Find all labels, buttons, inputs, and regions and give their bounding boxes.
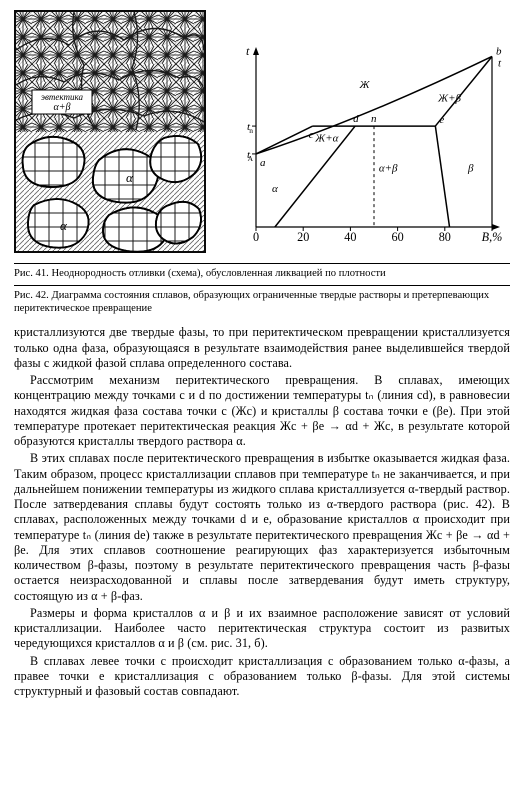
svg-text:α+β: α+β: [54, 102, 71, 113]
fig41-svg: эвтектика α+β: [14, 10, 206, 253]
svg-text:d: d: [353, 113, 359, 125]
svg-text:t: t: [498, 57, 502, 69]
svg-text:B,%: B,%: [482, 230, 502, 244]
fig41-caption-text: Неоднородность отливки (схема), обусловл…: [51, 268, 385, 279]
figure-row: эвтектика α+β: [14, 10, 510, 257]
svg-text:Ж+β: Ж+β: [437, 93, 461, 105]
svg-text:80: 80: [439, 230, 451, 244]
fig42-caption-lead: Рис. 42.: [14, 290, 49, 301]
svg-text:a: a: [260, 157, 266, 169]
svg-text:β: β: [467, 162, 474, 174]
svg-text:n: n: [249, 126, 253, 135]
rule-top: [14, 263, 510, 264]
para-3: Размеры и форма кристаллов α и β и их вз…: [14, 606, 510, 652]
para-2: В этих сплавах после перитектического пр…: [14, 451, 510, 604]
svg-text:e: e: [439, 114, 444, 126]
svg-text:n: n: [371, 113, 377, 125]
fig41-alpha-label: α: [126, 170, 134, 185]
fig41-caption: Рис. 41. Неоднородность отливки (схема),…: [14, 268, 510, 281]
rule-mid: [14, 285, 510, 286]
svg-text:A: A: [248, 154, 254, 163]
svg-text:0: 0: [253, 230, 259, 244]
svg-text:b: b: [496, 45, 502, 57]
fig42-caption-text: Диаграмма состояния сплавов, образующих …: [14, 290, 489, 314]
para-4: В сплавах левее точки c происходит крист…: [14, 654, 510, 700]
fig42-caption: Рис. 42. Диаграмма состояния сплавов, об…: [14, 290, 510, 315]
page: эвтектика α+β: [0, 0, 524, 792]
fig41-alpha2-label: α: [60, 218, 68, 233]
svg-text:20: 20: [297, 230, 309, 244]
svg-text:α+β: α+β: [379, 162, 398, 174]
fig41-eutectic-label: эвтектика α+β: [32, 90, 92, 114]
para-0: кристаллизуются две твердые фазы, то при…: [14, 325, 510, 371]
svg-text:60: 60: [392, 230, 404, 244]
svg-text:40: 40: [344, 230, 356, 244]
para-1: Рассмотрим механизм перитектического пре…: [14, 373, 510, 449]
fig41-schematic: эвтектика α+β: [14, 10, 206, 257]
svg-text:Ж: Ж: [359, 79, 371, 91]
svg-text:Ж+α: Ж+α: [314, 133, 338, 145]
fig42-svg: 020406080B,%ttAtnabtBcdneЖЖ+βЖ+ααα+ββ: [222, 43, 502, 253]
svg-text:α: α: [272, 183, 278, 195]
svg-text:эвтектика: эвтектика: [41, 92, 83, 102]
fig41-caption-lead: Рис. 41.: [14, 268, 49, 279]
fig42-diagram: 020406080B,%ttAtnabtBcdneЖЖ+βЖ+ααα+ββ: [222, 43, 510, 257]
svg-text:c: c: [309, 129, 314, 141]
svg-text:t: t: [246, 44, 250, 58]
